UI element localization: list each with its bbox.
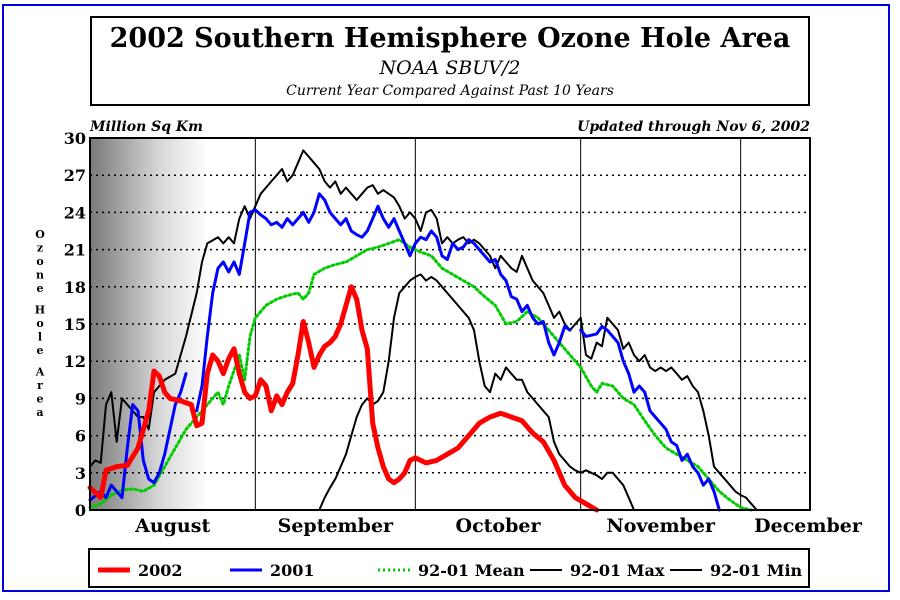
y-axis-label-char: a (36, 406, 43, 419)
y-axis-label-char: O (35, 228, 45, 241)
y-tick-label: 21 (64, 241, 86, 260)
chart-title: 2002 Southern Hemisphere Ozone Hole Area (109, 23, 791, 54)
y-tick-label: 30 (64, 129, 86, 148)
y-axis-label-char: r (37, 379, 43, 392)
legend-label: 92-01 Mean (418, 561, 525, 580)
legend-label: 92-01 Max (570, 561, 665, 580)
y-axis-label-char: l (38, 331, 42, 344)
series-line-2002 (87, 284, 600, 513)
legend-label: 92-01 Min (710, 561, 803, 580)
legend-label: 2002 (138, 561, 183, 580)
y-tick-label: 9 (75, 389, 86, 408)
outer-frame (2, 4, 890, 592)
grid-layer (90, 138, 810, 510)
y-axis-label-char: e (37, 282, 44, 295)
month-labels: August September October November December (134, 515, 863, 537)
updated-label: Updated through Nov 6, 2002 (577, 119, 810, 135)
y-tick-label: 27 (64, 166, 86, 185)
month-label: December (754, 515, 863, 537)
month-label: August (134, 515, 210, 537)
legend: 2002 2001 92-01 Mean 92-01 Max 92-01 Min (88, 548, 810, 588)
series-layer (87, 149, 758, 513)
chart-subsubtitle: Current Year Compared Against Past 10 Ye… (286, 83, 614, 99)
y-tick-label: 0 (75, 501, 86, 520)
y-tick-label: 24 (64, 203, 86, 222)
plot-border (89, 137, 811, 511)
y-axis-label-char: z (37, 242, 43, 255)
month-label: September (278, 515, 394, 537)
y-tick-label: 18 (64, 278, 86, 297)
units-label: Million Sq Km (89, 119, 203, 135)
title-box: 2002 Southern Hemisphere Ozone Hole Area… (90, 16, 810, 106)
y-tick-labels: 0 3 6 9 12 15 18 21 24 27 30 (64, 129, 86, 520)
series-line-2001 (579, 325, 721, 512)
y-axis-label-char: H (35, 304, 45, 317)
y-axis-label-char: e (37, 393, 44, 406)
y-tick-label: 15 (64, 315, 86, 334)
y-axis-label-char: o (36, 255, 43, 268)
series-line-2001 (195, 192, 572, 413)
y-tick-label: 6 (75, 427, 86, 446)
y-axis-label-char: A (35, 366, 45, 379)
month-label: November (606, 515, 716, 537)
chart-subtitle: NOAA SBUV/2 (379, 57, 521, 79)
y-axis-label-char: e (37, 344, 44, 357)
y-tick-label: 12 (64, 352, 86, 371)
y-axis-label-char: n (36, 269, 44, 282)
series-line-92-01-min (318, 273, 635, 511)
month-label: October (456, 515, 542, 537)
legend-entries: 2002 2001 92-01 Mean 92-01 Max 92-01 Min (98, 561, 803, 580)
series-line-92-01-max (89, 149, 758, 511)
y-tick-label: 3 (75, 464, 86, 483)
legend-label: 2001 (270, 561, 315, 580)
shaded-region (90, 138, 208, 510)
y-axis-label-char: o (36, 317, 43, 330)
